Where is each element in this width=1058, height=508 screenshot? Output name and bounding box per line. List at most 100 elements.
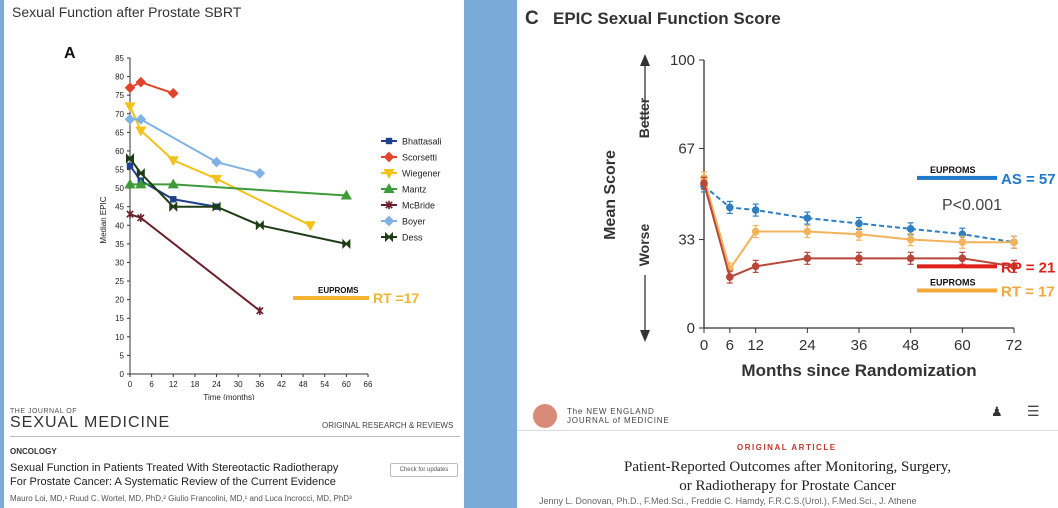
chart-a-point-boyer [124,114,136,125]
chart-a-line-boyer [130,118,261,175]
journal-section: ORIGINAL RESEARCH & REVIEWS [322,421,454,430]
chart-a-y-tick-label: 70 [115,110,124,119]
chart-a-y-tick-label: 80 [115,73,124,82]
chart-a-line-mcbride [129,213,261,312]
chart-c-annotation-bar-1 [917,264,997,269]
chart-c-annotation-label-0: EUPROMS [930,165,976,175]
chart-a-legend-marker-dess [385,231,393,243]
chart-a-line-dess [129,157,347,245]
chart-c-point-active-monitoring [726,203,734,212]
chart-c-point-active-monitoring [803,214,812,222]
nejm-divider [517,430,1058,431]
chart-a-point-scorsetti [167,87,179,99]
chart-a-annotation-bar [293,296,369,300]
chart-c-x-tick-label: 36 [851,337,868,354]
chart-a-legend-label-boyer: Boyer [402,217,426,227]
chart-a-y-tick-label: 45 [115,203,124,212]
left-slide-title: Sexual Function after Prostate SBRT [12,4,242,20]
left-panel: Sexual Function after Prostate SBRT A 0 5 1… [4,0,464,508]
chart-a-x-tick-label: 48 [299,380,308,389]
chart-a-legend-marker-boyer [383,215,395,227]
chart-a-legend-marker-mcbride [385,200,393,210]
chart-c-title: EPIC Sexual Function Score [553,9,781,28]
chart-c-point-radiotherapy [855,230,863,238]
chart-c-y-tick-label: 67 [678,140,695,157]
chart-c-line-radiotherapy [703,177,1014,272]
chart-a-legend-label-mcbride: McBride [402,201,435,211]
chart-a-legend-label-scorsetti: Scorsetti [402,153,437,163]
chart-a-y-tick-label: 35 [115,240,124,249]
chart-c-point-prostatectomy [958,254,967,263]
nejm-seal-logo [533,404,557,428]
check-updates-button[interactable]: Check for updates [390,463,458,477]
chart-c-point-prostatectomy [700,179,708,188]
chart-c-x-tick-label: 6 [726,337,734,354]
chart-a-y-tick-label: 15 [115,314,124,323]
chart-a-point-scorsetti [135,76,147,88]
chart-a-y-tick-label: 20 [115,296,124,305]
chart-c-annotation-text-2: RT = 17 [1001,283,1055,300]
chart-a-x-tick-label: 6 [149,380,154,389]
chart-a-line-scorsetti [129,81,174,95]
chart-c-point-radiotherapy [751,227,760,236]
better-arrow-head [640,54,650,66]
right-panel: C EPIC Sexual Function Score Better Worse Me… [517,0,1058,508]
chart-a-point-mantz [135,178,147,189]
chart-c-annotation-text-1: RP = 21 [1001,259,1055,276]
journal-divider [10,436,460,437]
chart-a-point-dess [342,238,351,250]
chart-c-annotation-label-2: EUPROMS [930,277,976,287]
chart-c-point-radiotherapy [958,238,967,247]
chart-a-y-tick-label: 85 [115,54,124,63]
chart-a-x-tick-label: 12 [169,380,178,389]
chart-a-point-scorsetti [124,82,136,94]
chart-a-point-bhattasali [126,162,134,170]
menu-icon[interactable]: ☰ [1027,403,1040,419]
chart-a-legend-label-mantz: Mantz [402,185,427,195]
chart-c-point-prostatectomy [803,254,812,263]
chart-c-point-prostatectomy [751,262,760,271]
chart-a-y-tick-label: 10 [115,333,124,342]
chart-a-point-bhattasali [170,196,177,203]
chart-a-point-dess [169,201,178,212]
chart-c-y-tick-label: 100 [670,52,695,69]
chart-a-y-tick-label: 5 [120,351,125,360]
article-title-line1: Sexual Function in Patients Treated With… [10,462,339,474]
chart-a-point-mcbride [256,306,264,315]
chart-a-x-tick-label: 0 [128,380,133,389]
chart-a-legend-label-wiegener: Wiegener [402,169,441,179]
chart-c-panel-label: C [525,8,539,29]
nejm-name-line1: The NEW ENGLAND [567,407,655,416]
chart-c-x-tick-label: 12 [747,337,764,354]
chart-c-x-tick-label: 72 [1006,337,1023,354]
chart-a-y-tick-label: 75 [115,91,124,100]
chart-a-y-tick-label: 55 [115,166,124,175]
chart-a-y-tick-label: 25 [115,277,124,286]
chart-a-legend-marker-mantz [383,183,395,193]
chart-a: A 0 5 10 15 20 25 30 35 40 45 50 55 60 65 70 75 80 85 0 6 12 1… [64,45,442,400]
chart-c-point-active-monitoring [751,206,760,214]
chart-a-point-wiegener [135,126,147,137]
chart-c-point-prostatectomy [726,273,734,281]
chart-a-y-tick-label: 30 [115,258,124,267]
chart-c-annotation-bar-0 [917,175,997,180]
chart-a-point-dess [212,201,221,212]
chart-a-point-dess [255,220,264,231]
chart-a-x-tick-label: 66 [364,380,373,389]
chart-a-y-tick-label: 60 [115,147,124,156]
chart-a-point-dess [126,153,134,164]
chart-a-point-wiegener [167,156,179,167]
article-authors: Mauro Loi, MD,¹ Ruud C. Wortel, MD, PhD,… [10,494,352,503]
worse-arrow-head [640,330,650,342]
chart-a-x-tick-label: 36 [255,380,264,389]
article-label: ORIGINAL ARTICLE [737,443,837,452]
chart-a-point-mantz [167,178,179,189]
article-title-line2: For Prostate Cancer: A Systematic Review… [10,476,336,488]
user-icon[interactable]: ♟ [991,404,1003,419]
chart-c-point-prostatectomy [1010,262,1018,271]
chart-a-legend-label-bhattasali: Bhattasali [402,137,442,147]
chart-c-point-radiotherapy [1010,238,1018,247]
journal-small-label: THE JOURNAL OF [10,408,78,415]
nejm-title-line1: Patient-Reported Outcomes after Monitori… [623,459,951,475]
article-category: ONCOLOGY [10,447,57,456]
